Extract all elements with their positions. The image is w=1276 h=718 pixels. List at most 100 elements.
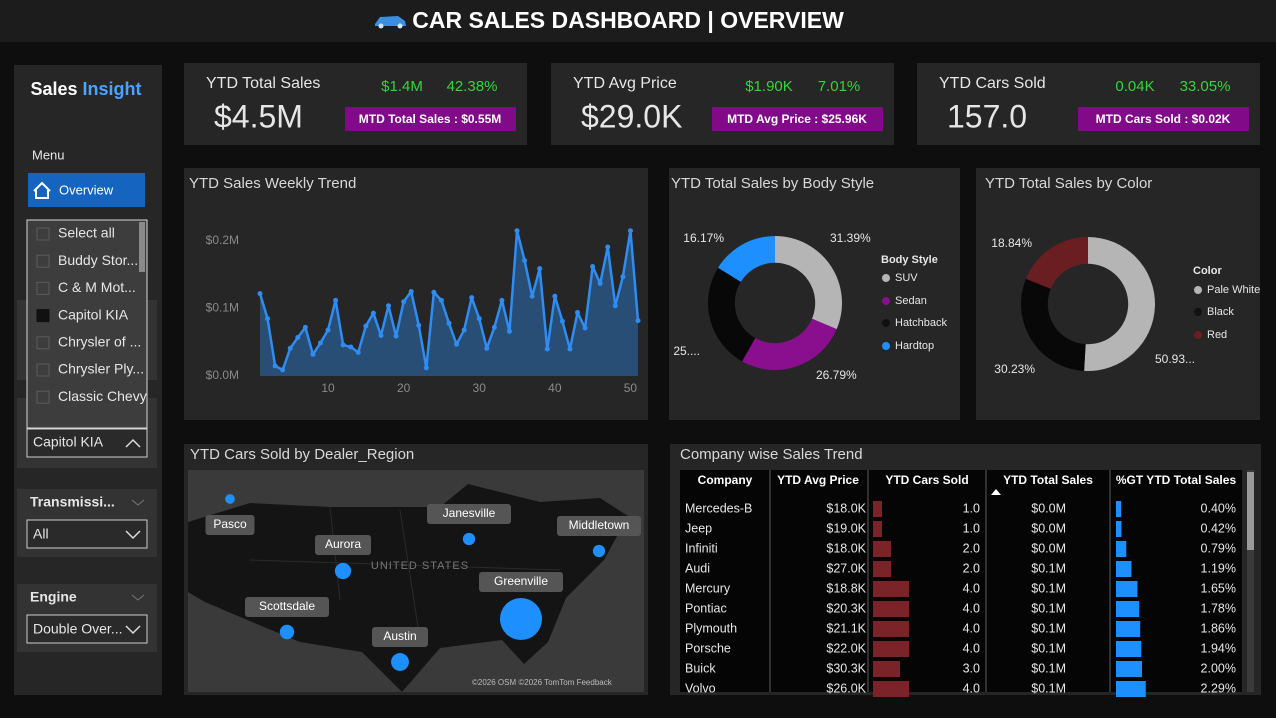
point — [386, 303, 392, 309]
point — [537, 266, 543, 272]
bar-cars-sold — [873, 541, 891, 557]
kpi-mtd-value: 0.04K — [1115, 78, 1154, 95]
legend-label: SUV — [895, 272, 918, 284]
point — [454, 341, 460, 347]
bar-cars-sold — [873, 581, 909, 597]
checkbox[interactable] — [36, 309, 50, 323]
dealer-item[interactable]: Select all — [58, 225, 115, 241]
point — [370, 310, 376, 316]
kpi-card — [551, 63, 894, 145]
checkbox[interactable] — [36, 254, 50, 268]
bar-share — [1116, 641, 1142, 657]
point — [575, 309, 581, 315]
bubble-label: Scottsdale — [259, 599, 315, 613]
bar-cars-sold — [873, 561, 891, 577]
chevron — [131, 499, 145, 506]
legend-swatch — [881, 296, 891, 306]
table-cell: $0.1M — [1031, 581, 1066, 595]
point — [317, 340, 323, 346]
legend-label: Hardtop — [895, 340, 934, 352]
dealer-item[interactable]: Capitol KIA — [58, 306, 129, 322]
dealer-item[interactable]: Chrysler of ... — [58, 334, 141, 350]
point — [552, 293, 558, 299]
dealer-item[interactable]: Chrysler Ply... — [58, 361, 144, 377]
x-tick-label: 40 — [548, 381, 562, 395]
map-land — [188, 484, 628, 692]
header-bar — [0, 0, 1276, 42]
bar-cars-sold — [873, 641, 909, 657]
column-header[interactable]: Company — [698, 473, 753, 487]
column-header[interactable]: YTD Cars Sold — [885, 473, 968, 487]
menu-button[interactable]: Overview — [28, 173, 145, 207]
legend-swatch — [881, 273, 891, 283]
chart-title: YTD Total Sales by Color — [985, 175, 1152, 192]
point — [491, 324, 497, 330]
panel — [184, 168, 648, 420]
point — [582, 325, 588, 331]
legend-title: Color — [1193, 265, 1222, 277]
table-cell: $27.0K — [826, 561, 866, 575]
filter-label: Engine — [30, 589, 77, 605]
dealer-item[interactable]: Classic Chevy — [58, 388, 147, 404]
slice-label: 16.17% — [683, 231, 724, 245]
point — [514, 228, 520, 234]
table-cell: $30.3K — [826, 661, 866, 675]
bar-share — [1116, 561, 1132, 577]
point — [333, 297, 339, 303]
table-cell: Mercedes-B — [685, 501, 752, 515]
point — [302, 324, 308, 330]
brand-part: Sales — [30, 79, 77, 99]
kpi-label: YTD Avg Price — [573, 75, 677, 92]
table-cell: $0.1M — [1031, 621, 1066, 635]
bar-share — [1116, 601, 1140, 617]
dealer-item[interactable]: Buddy Stor... — [58, 252, 138, 268]
kpi-row: YTD Total Sales $4.5M $1.4M 42.38% MTD Total… — [184, 63, 1260, 145]
dropdown-value[interactable]: All — [33, 526, 49, 542]
dropdown-box[interactable] — [26, 614, 148, 644]
table-cell: Audi — [685, 561, 710, 575]
legend-swatch — [881, 318, 891, 328]
bubble-label: Greenville — [494, 574, 548, 588]
point — [287, 345, 293, 351]
column-header[interactable]: YTD Total Sales — [1003, 473, 1093, 487]
checkbox[interactable] — [36, 281, 50, 295]
legend-title: Body Style — [881, 254, 938, 266]
dealer-dropdown[interactable]: Capitol KIA — [26, 428, 148, 458]
menu-button-label[interactable]: Overview — [59, 182, 114, 197]
table: Company wise Sales Trend Company YTD Avg P… — [680, 446, 1236, 697]
slice — [1021, 278, 1086, 371]
point — [544, 346, 550, 352]
checkbox[interactable] — [36, 336, 50, 350]
checkbox[interactable] — [36, 363, 50, 377]
dropdown-value[interactable]: Double Over... — [33, 621, 123, 637]
map-annotation: UNITED STATES — [371, 560, 469, 572]
column-header[interactable]: %GT YTD Total Sales — [1116, 473, 1237, 487]
kpi-change: 33.05% — [1180, 78, 1231, 95]
table-cell: 1.19% — [1201, 561, 1236, 575]
bar-share — [1116, 661, 1142, 677]
legend-label: Sedan — [895, 295, 927, 307]
bubble — [334, 562, 352, 580]
slice — [742, 318, 837, 370]
point — [612, 303, 618, 309]
table-cell: $0.1M — [1031, 641, 1066, 655]
bar-share — [1116, 521, 1122, 537]
checkbox[interactable] — [36, 390, 50, 404]
dropdown-value[interactable]: Capitol KIA — [33, 434, 104, 450]
chevron-down — [125, 530, 141, 540]
dealer-item[interactable]: C & M Mot... — [58, 279, 136, 295]
column-header[interactable]: YTD Avg Price — [777, 473, 859, 487]
x-tick-label: 50 — [624, 381, 638, 395]
point — [295, 334, 301, 340]
dropdown-box[interactable] — [26, 519, 148, 549]
table-cell: 2.00% — [1201, 661, 1236, 675]
checkbox[interactable] — [36, 227, 50, 241]
kpi-mtd-value: $1.4M — [381, 78, 423, 95]
slice-label: 50.93... — [1155, 352, 1195, 366]
y-tick-label: $0.0M — [206, 368, 239, 382]
table-cell: 0.42% — [1201, 521, 1236, 535]
area — [260, 230, 638, 376]
dropdown-box[interactable] — [26, 428, 148, 458]
kpi-mtd-box — [345, 107, 516, 131]
